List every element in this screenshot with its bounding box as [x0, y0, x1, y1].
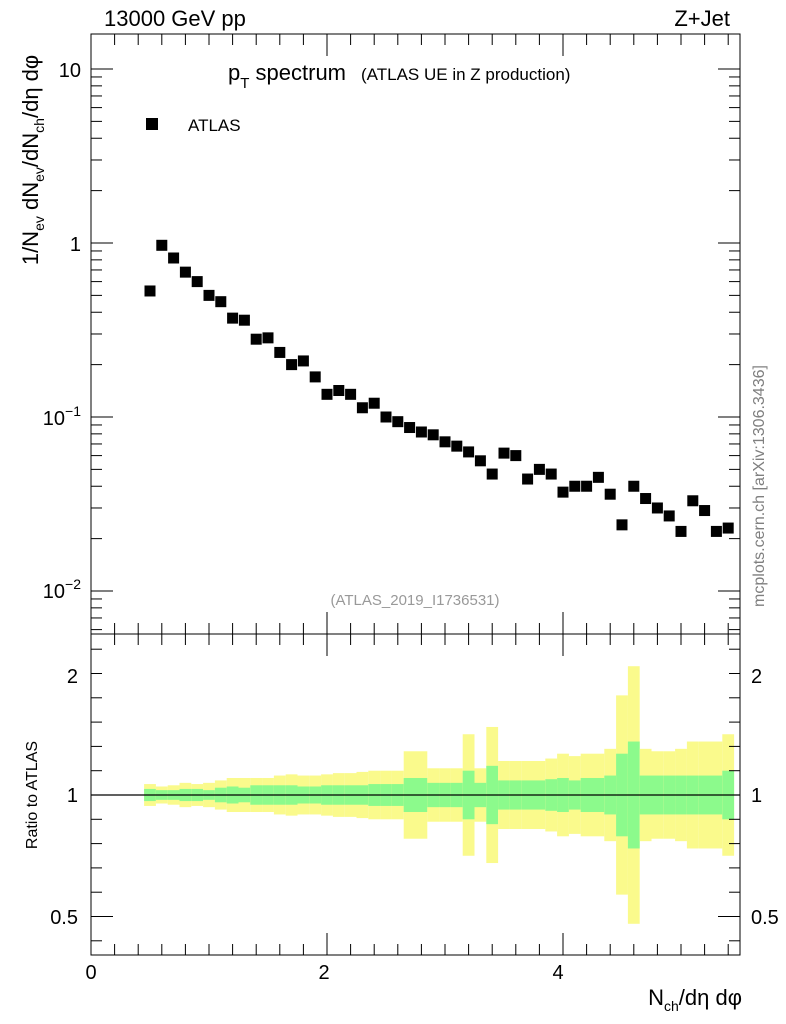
ratio-axis-ticks [90, 634, 740, 955]
x-tick-label-4: 4 [552, 962, 563, 984]
x-axis-label: Nch/dη dφ [648, 985, 742, 1014]
y-tick-label-0.1: 10−1 [43, 403, 81, 430]
atlas-data-point [168, 252, 180, 264]
ratio-panel-frame-overlay [90, 633, 741, 956]
atlas-data-point [699, 505, 711, 517]
atlas-data-point [498, 447, 510, 459]
atlas-data-point [439, 436, 451, 448]
atlas-data-point [404, 422, 416, 434]
atlas-data-point [250, 333, 262, 345]
atlas-data-point [604, 488, 616, 500]
atlas-data-point [427, 429, 439, 441]
atlas-data-point [486, 468, 498, 480]
legend-label-atlas: ATLAS [188, 116, 241, 135]
atlas-data-point [392, 416, 404, 428]
ratio-y-tick-label-0.5: 0.5 [50, 907, 78, 929]
atlas-data-point [687, 495, 699, 507]
atlas-data-point [274, 346, 286, 358]
atlas-data-point [616, 519, 628, 531]
title-p: p [228, 60, 240, 85]
atlas-data-point [581, 480, 593, 492]
atlas-data-point [628, 480, 640, 492]
atlas-data-point [722, 522, 734, 534]
atlas-data-point [144, 285, 156, 297]
atlas-data-point [321, 388, 333, 400]
atlas-data-point [533, 463, 545, 475]
atlas-data-point [557, 486, 569, 498]
atlas-data-point [510, 450, 522, 462]
title-subscript-t: T [240, 75, 249, 92]
title-spectrum: spectrum [249, 60, 346, 85]
atlas-data-point [286, 359, 298, 371]
atlas-data-point [380, 411, 392, 423]
atlas-data-point [368, 397, 380, 409]
atlas-data-point [262, 332, 274, 344]
atlas-data-point [451, 440, 463, 452]
ratio-y-tick-label-1: 1 [67, 785, 78, 807]
atlas-data-point [569, 480, 581, 492]
atlas-data-point [297, 355, 309, 367]
atlas-data-point [356, 402, 368, 414]
atlas-data-point [345, 388, 357, 400]
main-title: pT spectrum [228, 60, 346, 92]
watermark: mcplots.cern.ch [arXiv:1306.3436] [751, 365, 768, 607]
atlas-data-point [309, 371, 321, 383]
legend-marker-atlas [146, 118, 158, 130]
main-title-paren: (ATLAS UE in Z production) [361, 65, 570, 84]
y-tick-label-1: 1 [70, 234, 81, 256]
ratio-y-tick-label-1-right: 1 [751, 785, 762, 807]
atlas-data-point [592, 471, 604, 483]
atlas-data-point [191, 276, 203, 288]
ratio-y-tick-label-2-right: 2 [751, 666, 762, 688]
main-axis-ticks [90, 34, 740, 634]
energy-label: 13000 GeV pp [104, 6, 246, 31]
atlas-data-point [333, 385, 345, 397]
atlas-data-point [215, 296, 227, 308]
process-label: Z+Jet [674, 6, 730, 31]
atlas-data-point [227, 312, 239, 324]
atlas-data-point [415, 426, 427, 438]
analysis-label: (ATLAS_2019_I1736531) [330, 592, 499, 609]
atlas-data-point [238, 314, 250, 326]
ratio-y-axis-label: Ratio to ATLAS [24, 741, 41, 849]
main-y-axis-label: 1/Nev dNev/dNch/dη dφ [18, 55, 47, 265]
x-tick-label-0: 0 [85, 962, 96, 984]
atlas-data-point [522, 473, 534, 485]
atlas-data-point [156, 239, 168, 251]
atlas-data-point [663, 510, 675, 522]
atlas-data-point [710, 525, 722, 537]
y-tick-label-0.01: 10−2 [43, 576, 81, 603]
x-tick-label-2: 2 [318, 962, 329, 984]
atlas-data-point [545, 468, 557, 480]
atlas-data-point [179, 266, 191, 278]
ratio-y-tick-label-0.5-right: 0.5 [751, 907, 779, 929]
atlas-data-points [144, 239, 734, 537]
atlas-data-point [651, 502, 663, 514]
atlas-data-point [203, 289, 215, 301]
atlas-data-point [474, 455, 486, 467]
atlas-data-point [463, 446, 475, 458]
ratio-y-tick-label-2: 2 [67, 666, 78, 688]
atlas-data-point [675, 525, 687, 537]
atlas-data-point [640, 493, 652, 505]
y-tick-label-10: 10 [59, 60, 81, 82]
